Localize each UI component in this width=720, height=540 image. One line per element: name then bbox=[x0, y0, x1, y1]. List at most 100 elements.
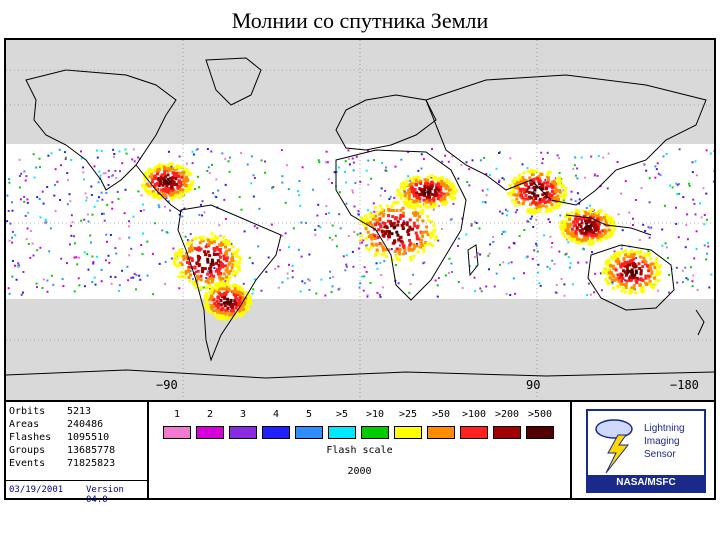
flash-hotspot-dot bbox=[591, 236, 595, 239]
flash-hotspot-dot bbox=[186, 261, 189, 265]
flash-hotspot-dot bbox=[603, 213, 607, 217]
flash-density-dot bbox=[687, 278, 689, 281]
flash-hotspot-dot bbox=[241, 308, 245, 311]
flash-density-dot bbox=[215, 196, 218, 199]
flash-density-dot bbox=[543, 234, 546, 237]
flash-density-dot bbox=[480, 290, 483, 293]
flash-density-dot bbox=[502, 230, 505, 233]
flash-density-dot bbox=[436, 295, 439, 298]
info-divider bbox=[6, 480, 147, 481]
flash-hotspot-dot bbox=[401, 214, 405, 218]
flash-density-dot bbox=[218, 224, 221, 227]
flash-density-dot bbox=[124, 148, 127, 151]
flash-density-dot bbox=[656, 162, 659, 165]
flash-hotspot-dot bbox=[539, 197, 542, 201]
flash-density-dot bbox=[146, 240, 149, 243]
flash-hotspot-dot bbox=[144, 188, 148, 192]
flash-hotspot-dot bbox=[416, 250, 420, 254]
flash-hotspot-dot bbox=[219, 243, 223, 247]
flash-hotspot-dot bbox=[606, 235, 609, 239]
flash-hotspot-dot bbox=[425, 225, 429, 229]
flash-density-dot bbox=[106, 240, 108, 243]
flash-hotspot-dot bbox=[219, 271, 223, 275]
flash-density-dot bbox=[535, 218, 538, 221]
flash-density-dot bbox=[328, 236, 331, 239]
flash-hotspot-dot bbox=[238, 257, 242, 261]
flash-hotspot-dot bbox=[369, 222, 373, 226]
flash-hotspot-dot bbox=[215, 268, 219, 272]
flash-density-dot bbox=[487, 254, 490, 257]
flash-density-dot bbox=[378, 293, 381, 296]
flash-hotspot-dot bbox=[206, 307, 210, 311]
flash-density-dot bbox=[27, 211, 30, 214]
flash-hotspot-dot bbox=[367, 248, 371, 252]
flash-hotspot-dot bbox=[570, 211, 574, 215]
flash-density-dot bbox=[279, 249, 282, 252]
flash-hotspot-dot bbox=[608, 230, 612, 234]
flash-hotspot-dot bbox=[626, 271, 630, 275]
flash-hotspot-dot bbox=[159, 196, 163, 200]
flash-density-dot bbox=[473, 276, 476, 279]
flash-density-dot bbox=[379, 222, 382, 225]
flash-hotspot-dot bbox=[420, 188, 424, 192]
flash-density-dot bbox=[229, 156, 231, 159]
flash-hotspot-dot bbox=[529, 181, 533, 185]
flash-density-dot bbox=[128, 254, 131, 257]
flash-hotspot-dot bbox=[592, 231, 596, 234]
flash-hotspot-dot bbox=[231, 263, 235, 267]
flash-density-dot bbox=[169, 209, 172, 212]
flash-density-dot bbox=[525, 256, 528, 259]
flash-hotspot-dot bbox=[546, 180, 550, 184]
flash-density-dot bbox=[18, 175, 21, 177]
flash-hotspot-dot bbox=[161, 183, 165, 187]
flash-hotspot-dot bbox=[186, 257, 190, 261]
flash-density-dot bbox=[624, 279, 627, 282]
flash-density-dot bbox=[339, 227, 342, 230]
flash-density-dot bbox=[132, 276, 135, 279]
flash-hotspot-dot bbox=[419, 204, 423, 208]
flash-hotspot-dot bbox=[557, 198, 560, 201]
flash-density-dot bbox=[684, 266, 687, 269]
flash-hotspot-dot bbox=[624, 261, 628, 265]
flash-hotspot-dot bbox=[444, 184, 448, 187]
processing-date: 03/19/2001 bbox=[9, 485, 64, 495]
info-key: Areas bbox=[9, 419, 40, 430]
flash-hotspot-dot bbox=[655, 263, 659, 266]
flash-hotspot-dot bbox=[226, 289, 230, 293]
flash-density-dot bbox=[252, 195, 255, 198]
flash-hotspot-dot bbox=[213, 234, 217, 238]
flash-density-dot bbox=[498, 179, 501, 182]
flash-density-dot bbox=[556, 154, 559, 157]
flash-scale-swatch bbox=[328, 426, 356, 439]
flash-hotspot-dot bbox=[381, 233, 385, 237]
flash-hotspot-dot bbox=[554, 188, 558, 192]
flash-hotspot-dot bbox=[247, 297, 251, 301]
flash-hotspot-dot bbox=[228, 303, 232, 306]
flash-hotspot-dot bbox=[205, 292, 209, 296]
flash-hotspot-dot bbox=[516, 178, 520, 182]
flash-hotspot-dot bbox=[521, 176, 525, 180]
world-map-panel: −90 90 −180 bbox=[6, 40, 714, 400]
flash-density-dot bbox=[296, 190, 299, 193]
flash-hotspot-dot bbox=[233, 283, 237, 287]
flash-hotspot-dot bbox=[144, 174, 148, 178]
flash-hotspot-dot bbox=[655, 268, 659, 272]
flash-hotspot-dot bbox=[557, 200, 561, 204]
flash-hotspot-dot bbox=[228, 276, 232, 280]
flash-hotspot-dot bbox=[415, 204, 419, 208]
flash-density-dot bbox=[691, 280, 694, 283]
flash-hotspot-dot bbox=[522, 191, 526, 195]
flash-hotspot-dot bbox=[606, 273, 610, 277]
flash-hotspot-dot bbox=[391, 209, 395, 212]
flash-scale-label: >5 bbox=[335, 409, 349, 420]
flash-density-dot bbox=[451, 155, 454, 158]
flash-hotspot-dot bbox=[196, 277, 200, 281]
flash-density-dot bbox=[546, 151, 549, 154]
flash-density-dot bbox=[574, 200, 577, 203]
flash-hotspot-dot bbox=[205, 296, 209, 300]
flash-hotspot-dot bbox=[150, 192, 154, 196]
flash-density-dot bbox=[96, 199, 99, 202]
flash-hotspot-dot bbox=[582, 240, 586, 244]
flash-density-dot bbox=[80, 150, 82, 153]
flash-density-dot bbox=[575, 174, 577, 177]
